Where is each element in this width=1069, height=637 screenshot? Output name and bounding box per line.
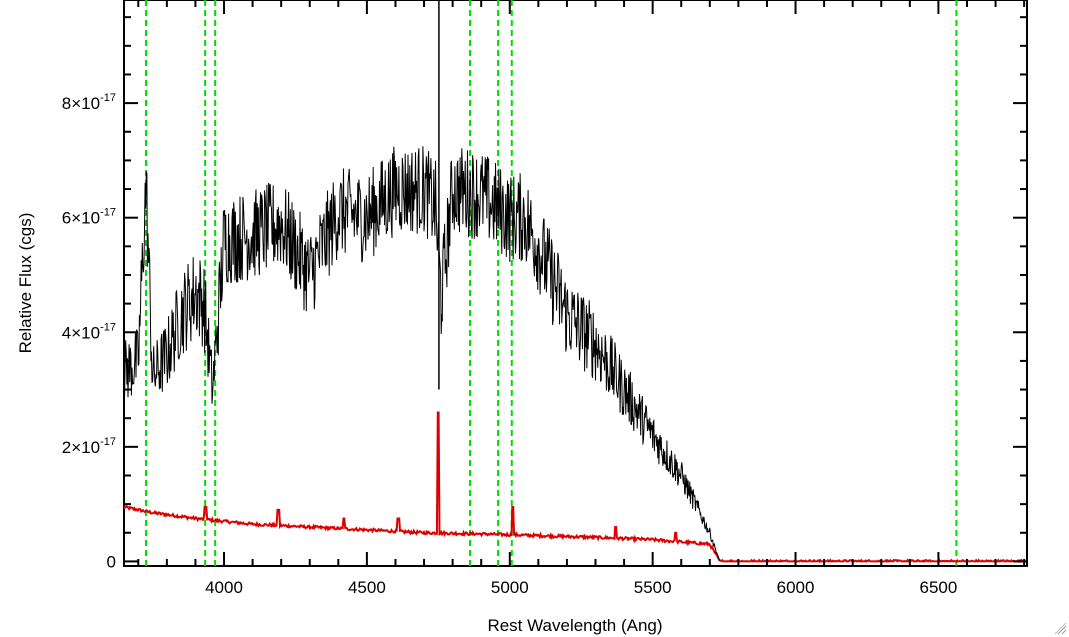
y-tick-label: 6×10-17 [62, 207, 116, 228]
x-tick-label: 6000 [777, 578, 815, 597]
x-tick-label: 4000 [205, 578, 243, 597]
x-tick-label: 5500 [634, 578, 672, 597]
x-tick-label: 5000 [491, 578, 529, 597]
error-spectrum-line [123, 411, 1027, 564]
flux-spectrum-line [123, 146, 720, 561]
x-tick-label: 4500 [348, 578, 386, 597]
plot-frame [123, 0, 1028, 567]
y-axis-ticks: 0 2×10-17 4×10-17 6×10-17 8×10-17 [62, 16, 1027, 571]
y-tick-label: 4×10-17 [62, 321, 116, 342]
x-axis-title: Rest Wavelength (Ang) [487, 616, 662, 635]
y-tick-label: 8×10-17 [62, 92, 116, 113]
resize-grip-icon[interactable] [1054, 622, 1067, 635]
x-axis-ticks: 4000 4500 5000 5500 6000 6500 [137, 0, 1026, 597]
emission-line-markers [145, 0, 958, 566]
error-spectrum [123, 411, 1027, 564]
flux-spectrum [123, 0, 720, 561]
y-tick-label: 0 [107, 552, 116, 571]
x-tick-label: 6500 [920, 578, 958, 597]
y-tick-label: 2×10-17 [62, 436, 116, 457]
y-axis-title: Relative Flux (cgs) [16, 213, 35, 354]
